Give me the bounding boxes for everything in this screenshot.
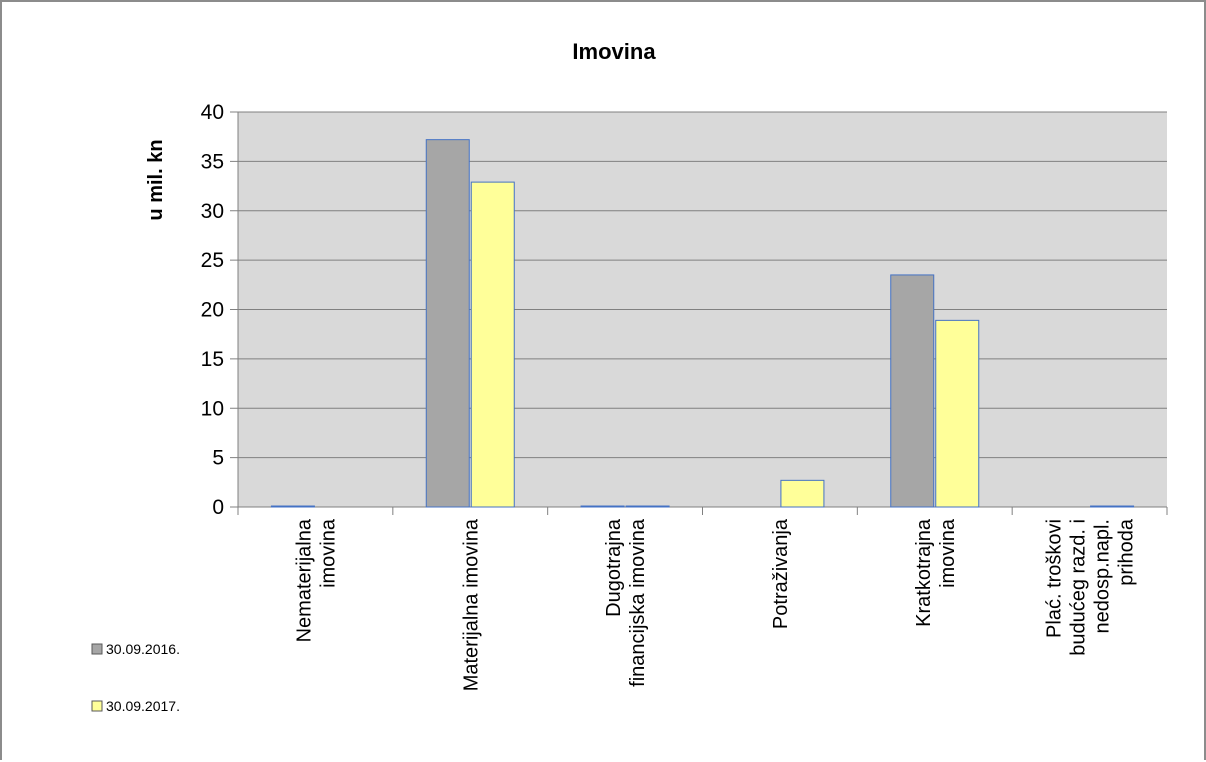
y-axis-label: u mil. kn: [145, 139, 167, 220]
x-category-label: Plać. troškovi: [1044, 519, 1066, 638]
bar-2017: [470, 181, 515, 508]
y-tick-label: 10: [201, 397, 224, 420]
legend-label: 30.09.2016.: [106, 641, 180, 657]
chart-title: Imovina: [572, 39, 656, 64]
x-category-label: imovina: [937, 518, 959, 588]
x-category-label: financijska imovina: [627, 518, 649, 687]
legend: 30.09.2016. 30.09.2017.: [91, 641, 180, 714]
x-category-label: Dugotrajna: [603, 518, 625, 617]
bar-2016: [580, 505, 625, 508]
x-category-label: Materijalna imovina: [460, 518, 482, 691]
legend-label: 30.09.2017.: [106, 698, 180, 714]
bar-2016: [425, 139, 470, 508]
legend-swatch: [91, 700, 103, 712]
bar-2017: [625, 505, 670, 508]
y-tick-label: 25: [201, 249, 224, 272]
y-tick-label: 20: [201, 299, 224, 322]
y-tick-label: 30: [201, 200, 224, 223]
x-category-label: prihoda: [1116, 518, 1138, 586]
y-tick-label: 35: [201, 150, 224, 173]
x-category-label: Nematerijalna: [293, 518, 315, 642]
x-category-label: Kratkotrajna: [913, 518, 935, 627]
y-tick-label: 40: [201, 101, 224, 124]
y-tick-label: 5: [212, 447, 224, 470]
bar-2017: [935, 319, 980, 508]
bar-2016: [890, 274, 935, 508]
x-category-label: imovina: [317, 518, 339, 588]
x-category-label: nedosp.napl.: [1092, 519, 1114, 634]
bar-2017: [780, 479, 825, 508]
y-tick-label: 0: [212, 496, 224, 519]
y-tick-label: 15: [201, 348, 224, 371]
legend-swatch: [91, 643, 103, 655]
x-category-label: Potraživanja: [770, 518, 792, 629]
x-category-label: budućeg razd. i: [1068, 519, 1090, 656]
bar-2017: [1090, 505, 1135, 508]
bar-2016: [270, 505, 315, 508]
